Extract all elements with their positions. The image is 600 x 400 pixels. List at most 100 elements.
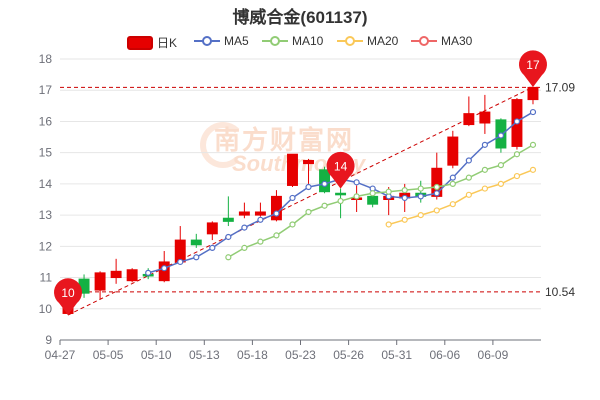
- x-tick-label: 05-31: [381, 348, 412, 362]
- ma-point-ma10: [257, 238, 264, 245]
- ma-point-ma10: [385, 188, 392, 195]
- ma-point-ma5: [449, 174, 456, 181]
- x-tick-label: 05-10: [141, 348, 172, 362]
- markpoint-label: 17: [526, 58, 540, 72]
- ma-point-ma5: [321, 180, 328, 187]
- ma-point-ma10: [353, 193, 360, 200]
- ma-point-ma10: [481, 166, 488, 173]
- ma-point-ma5: [529, 108, 537, 116]
- ma-point-ma10: [305, 208, 312, 216]
- y-tick-label: 14: [39, 177, 53, 191]
- x-tick-label: 05-05: [93, 348, 124, 362]
- ma-point-ma10: [225, 254, 232, 261]
- ma-point-ma10: [465, 174, 472, 181]
- ma-point-ma5: [257, 216, 264, 223]
- ma-point-ma20: [417, 212, 424, 219]
- ma-point-ma5: [145, 269, 152, 276]
- markpoint-pin: [518, 50, 547, 88]
- ma-point-ma20: [433, 207, 440, 214]
- candle-body: [287, 153, 298, 186]
- y-tick-label: 17: [39, 83, 53, 97]
- legend-item-ma10[interactable]: MA10: [262, 34, 323, 48]
- candle-body: [303, 159, 314, 165]
- legend-label-ma5: MA5: [224, 34, 249, 48]
- candle-body: [126, 269, 138, 282]
- candle-body: [174, 239, 186, 263]
- ma-point-ma10: [449, 180, 456, 187]
- ma5-legend-icon: [194, 36, 220, 46]
- ma-point-ma10: [433, 183, 440, 191]
- ma-point-ma20: [481, 185, 488, 192]
- y-tick-label: 12: [39, 239, 53, 253]
- ma20-legend-icon: [337, 36, 363, 46]
- candle-legend-icon: [127, 35, 153, 50]
- markpoint-label: 10: [61, 286, 75, 300]
- y-tick-label: 11: [40, 271, 53, 285]
- ma-point-ma10: [289, 221, 296, 228]
- candle-body: [479, 111, 491, 124]
- ma-point-ma5: [305, 183, 312, 191]
- legend: 日K MA5 MA10 MA20 MA30: [0, 34, 600, 52]
- ma-point-ma5: [289, 194, 296, 202]
- ma-point-ma20: [465, 191, 472, 198]
- ma-point-ma10: [321, 202, 328, 209]
- legend-item-dayk[interactable]: 日K: [127, 34, 177, 51]
- candle-body: [447, 136, 459, 166]
- mark-line-label: 17.09: [545, 80, 575, 94]
- ma-point-ma5: [433, 190, 440, 197]
- ma-point-ma5: [273, 210, 280, 217]
- ma-point-ma10: [273, 232, 280, 239]
- candle-body: [463, 113, 475, 126]
- ma-point-ma5: [401, 194, 408, 202]
- ma-point-ma5: [353, 179, 360, 186]
- ma-point-ma5: [177, 258, 184, 266]
- ma-point-ma20: [513, 172, 521, 180]
- legend-item-ma5[interactable]: MA5: [194, 34, 249, 48]
- ma-point-ma20: [449, 201, 456, 208]
- y-tick-label: 16: [39, 114, 53, 128]
- ma-point-ma5: [497, 132, 505, 139]
- candle-body: [222, 217, 234, 222]
- watermark-logo-icon: [200, 122, 246, 168]
- legend-label-ma10: MA10: [292, 34, 324, 48]
- x-tick-label: 05-23: [285, 348, 316, 362]
- legend-label-dayk: 日K: [157, 36, 178, 50]
- ma-point-ma10: [497, 162, 505, 169]
- ma-point-ma20: [497, 180, 505, 187]
- candle-body: [254, 211, 266, 216]
- y-tick-label: 13: [39, 208, 53, 222]
- legend-item-ma30[interactable]: MA30: [411, 34, 472, 48]
- ma-point-ma5: [481, 141, 488, 148]
- ma10-legend-icon: [262, 36, 288, 46]
- candle-body: [94, 272, 106, 291]
- ma-point-ma10: [369, 190, 376, 197]
- x-tick-label: 06-06: [429, 348, 460, 362]
- markpoint-label: 14: [334, 160, 348, 174]
- x-tick-label: 06-09: [478, 348, 509, 362]
- candle-body: [319, 169, 331, 193]
- ma-point-ma20: [401, 216, 408, 223]
- x-tick-label: 05-18: [237, 348, 268, 362]
- ma-point-ma5: [161, 265, 168, 272]
- ma-point-ma5: [209, 244, 216, 251]
- y-tick-label: 9: [45, 333, 52, 347]
- ma-point-ma10: [417, 185, 424, 192]
- legend-item-ma20[interactable]: MA20: [337, 34, 398, 48]
- ma-point-ma10: [401, 187, 408, 194]
- y-tick-label: 18: [39, 52, 53, 66]
- ma-point-ma10: [529, 141, 537, 148]
- candle-body: [367, 195, 379, 205]
- ma-point-ma5: [417, 193, 424, 200]
- candle-body: [110, 270, 122, 279]
- legend-label-ma20: MA20: [367, 34, 399, 48]
- legend-label-ma30: MA30: [441, 34, 473, 48]
- chart-title: 博威合金(601137): [232, 8, 368, 27]
- ma30-legend-icon: [411, 36, 437, 46]
- ma-point-ma10: [337, 197, 344, 205]
- candle-body: [335, 192, 347, 196]
- ma-point-ma10: [241, 244, 248, 251]
- candle-body: [206, 222, 218, 235]
- ma-point-ma20: [529, 166, 537, 173]
